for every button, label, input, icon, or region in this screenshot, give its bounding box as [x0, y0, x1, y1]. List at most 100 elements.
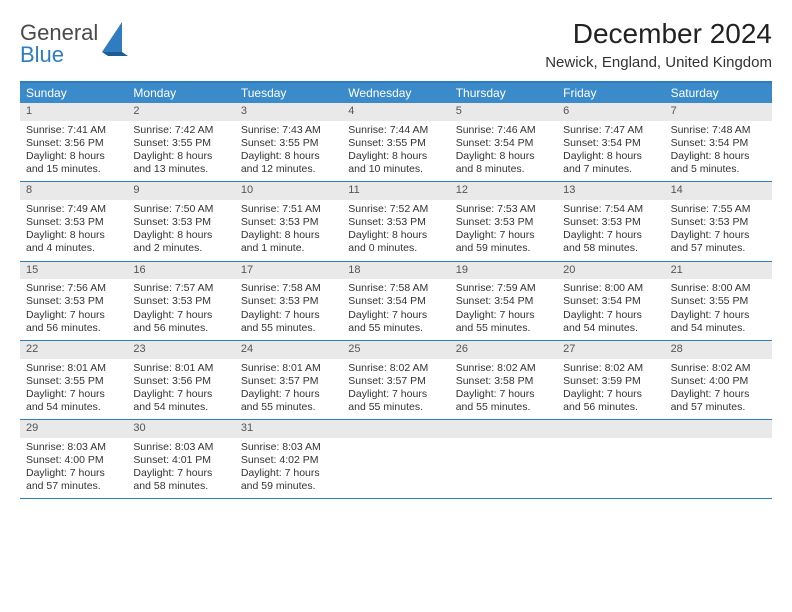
day-sunset: Sunset: 3:55 PM [348, 137, 443, 150]
day-d2: and 55 minutes. [241, 322, 336, 335]
day-body: Sunrise: 8:01 AMSunset: 3:55 PMDaylight:… [20, 359, 127, 420]
day-d2: and 58 minutes. [133, 480, 228, 493]
day-cell: 26Sunrise: 8:02 AMSunset: 3:58 PMDayligh… [450, 341, 557, 419]
day-sunrise: Sunrise: 7:43 AM [241, 124, 336, 137]
weeks-container: 1Sunrise: 7:41 AMSunset: 3:56 PMDaylight… [20, 103, 772, 499]
day-cell: 8Sunrise: 7:49 AMSunset: 3:53 PMDaylight… [20, 182, 127, 260]
day-body: Sunrise: 7:55 AMSunset: 3:53 PMDaylight:… [665, 200, 772, 261]
day-d2: and 1 minute. [241, 242, 336, 255]
day-body: Sunrise: 7:58 AMSunset: 3:53 PMDaylight:… [235, 279, 342, 340]
day-number: 10 [235, 182, 342, 200]
day-d1: Daylight: 8 hours [348, 229, 443, 242]
day-sunrise: Sunrise: 8:02 AM [671, 362, 766, 375]
day-sunrise: Sunrise: 8:01 AM [26, 362, 121, 375]
day-sunset: Sunset: 3:55 PM [133, 137, 228, 150]
day-sunset: Sunset: 3:54 PM [671, 137, 766, 150]
day-number: 24 [235, 341, 342, 359]
day-d1: Daylight: 7 hours [26, 388, 121, 401]
logo-word2: Blue [20, 42, 64, 67]
day-sunrise: Sunrise: 7:53 AM [456, 203, 551, 216]
day-number [557, 420, 664, 438]
day-cell: 22Sunrise: 8:01 AMSunset: 3:55 PMDayligh… [20, 341, 127, 419]
day-sunset: Sunset: 3:54 PM [456, 137, 551, 150]
day-number [665, 420, 772, 438]
day-cell: 6Sunrise: 7:47 AMSunset: 3:54 PMDaylight… [557, 103, 664, 181]
day-body: Sunrise: 7:41 AMSunset: 3:56 PMDaylight:… [20, 121, 127, 182]
day-body: Sunrise: 8:03 AMSunset: 4:00 PMDaylight:… [20, 438, 127, 499]
day-d2: and 55 minutes. [456, 401, 551, 414]
day-sunset: Sunset: 3:53 PM [563, 216, 658, 229]
day-d2: and 54 minutes. [133, 401, 228, 414]
day-sunset: Sunset: 3:58 PM [456, 375, 551, 388]
day-d2: and 56 minutes. [133, 322, 228, 335]
day-header-thursday: Thursday [450, 83, 557, 103]
day-cell: 23Sunrise: 8:01 AMSunset: 3:56 PMDayligh… [127, 341, 234, 419]
day-d1: Daylight: 7 hours [456, 388, 551, 401]
day-sunrise: Sunrise: 8:02 AM [563, 362, 658, 375]
day-number [450, 420, 557, 438]
day-d2: and 56 minutes. [563, 401, 658, 414]
day-d1: Daylight: 8 hours [133, 150, 228, 163]
day-header-sunday: Sunday [20, 83, 127, 103]
day-d1: Daylight: 8 hours [671, 150, 766, 163]
day-sunrise: Sunrise: 7:47 AM [563, 124, 658, 137]
day-d2: and 13 minutes. [133, 163, 228, 176]
day-d2: and 15 minutes. [26, 163, 121, 176]
day-sunrise: Sunrise: 8:01 AM [241, 362, 336, 375]
day-cell: 27Sunrise: 8:02 AMSunset: 3:59 PMDayligh… [557, 341, 664, 419]
day-body: Sunrise: 7:47 AMSunset: 3:54 PMDaylight:… [557, 121, 664, 182]
day-sunset: Sunset: 3:54 PM [563, 295, 658, 308]
day-cell: 11Sunrise: 7:52 AMSunset: 3:53 PMDayligh… [342, 182, 449, 260]
day-sunset: Sunset: 3:53 PM [26, 295, 121, 308]
day-cell: 1Sunrise: 7:41 AMSunset: 3:56 PMDaylight… [20, 103, 127, 181]
day-cell: 18Sunrise: 7:58 AMSunset: 3:54 PMDayligh… [342, 262, 449, 340]
day-sunrise: Sunrise: 8:01 AM [133, 362, 228, 375]
week-row: 15Sunrise: 7:56 AMSunset: 3:53 PMDayligh… [20, 262, 772, 341]
day-sunrise: Sunrise: 8:00 AM [563, 282, 658, 295]
day-d2: and 58 minutes. [563, 242, 658, 255]
location: Newick, England, United Kingdom [545, 54, 772, 71]
day-sunset: Sunset: 3:53 PM [241, 295, 336, 308]
day-body [665, 438, 772, 446]
day-cell: 30Sunrise: 8:03 AMSunset: 4:01 PMDayligh… [127, 420, 234, 498]
day-body: Sunrise: 7:49 AMSunset: 3:53 PMDaylight:… [20, 200, 127, 261]
day-number: 20 [557, 262, 664, 280]
day-number: 9 [127, 182, 234, 200]
day-sunrise: Sunrise: 7:56 AM [26, 282, 121, 295]
day-number: 2 [127, 103, 234, 121]
day-body [450, 438, 557, 446]
day-cell: 21Sunrise: 8:00 AMSunset: 3:55 PMDayligh… [665, 262, 772, 340]
day-cell: 20Sunrise: 8:00 AMSunset: 3:54 PMDayligh… [557, 262, 664, 340]
day-sunset: Sunset: 4:02 PM [241, 454, 336, 467]
day-cell: 28Sunrise: 8:02 AMSunset: 4:00 PMDayligh… [665, 341, 772, 419]
day-number: 27 [557, 341, 664, 359]
day-sunrise: Sunrise: 7:44 AM [348, 124, 443, 137]
day-number [342, 420, 449, 438]
day-cell [557, 420, 664, 498]
day-number: 11 [342, 182, 449, 200]
day-sunrise: Sunrise: 7:50 AM [133, 203, 228, 216]
day-cell: 13Sunrise: 7:54 AMSunset: 3:53 PMDayligh… [557, 182, 664, 260]
day-sunrise: Sunrise: 8:02 AM [456, 362, 551, 375]
day-body: Sunrise: 7:42 AMSunset: 3:55 PMDaylight:… [127, 121, 234, 182]
day-number: 1 [20, 103, 127, 121]
day-body: Sunrise: 7:59 AMSunset: 3:54 PMDaylight:… [450, 279, 557, 340]
day-header-tuesday: Tuesday [235, 83, 342, 103]
day-sunrise: Sunrise: 8:00 AM [671, 282, 766, 295]
day-sunrise: Sunrise: 7:58 AM [241, 282, 336, 295]
day-d2: and 7 minutes. [563, 163, 658, 176]
day-cell: 15Sunrise: 7:56 AMSunset: 3:53 PMDayligh… [20, 262, 127, 340]
day-sunrise: Sunrise: 8:03 AM [133, 441, 228, 454]
day-d1: Daylight: 8 hours [563, 150, 658, 163]
day-body: Sunrise: 7:43 AMSunset: 3:55 PMDaylight:… [235, 121, 342, 182]
day-cell [342, 420, 449, 498]
day-d2: and 57 minutes. [671, 242, 766, 255]
day-cell: 3Sunrise: 7:43 AMSunset: 3:55 PMDaylight… [235, 103, 342, 181]
day-body: Sunrise: 7:57 AMSunset: 3:53 PMDaylight:… [127, 279, 234, 340]
day-sunset: Sunset: 4:01 PM [133, 454, 228, 467]
day-body: Sunrise: 7:50 AMSunset: 3:53 PMDaylight:… [127, 200, 234, 261]
day-sunrise: Sunrise: 7:48 AM [671, 124, 766, 137]
day-body: Sunrise: 7:48 AMSunset: 3:54 PMDaylight:… [665, 121, 772, 182]
day-number: 5 [450, 103, 557, 121]
day-d2: and 5 minutes. [671, 163, 766, 176]
